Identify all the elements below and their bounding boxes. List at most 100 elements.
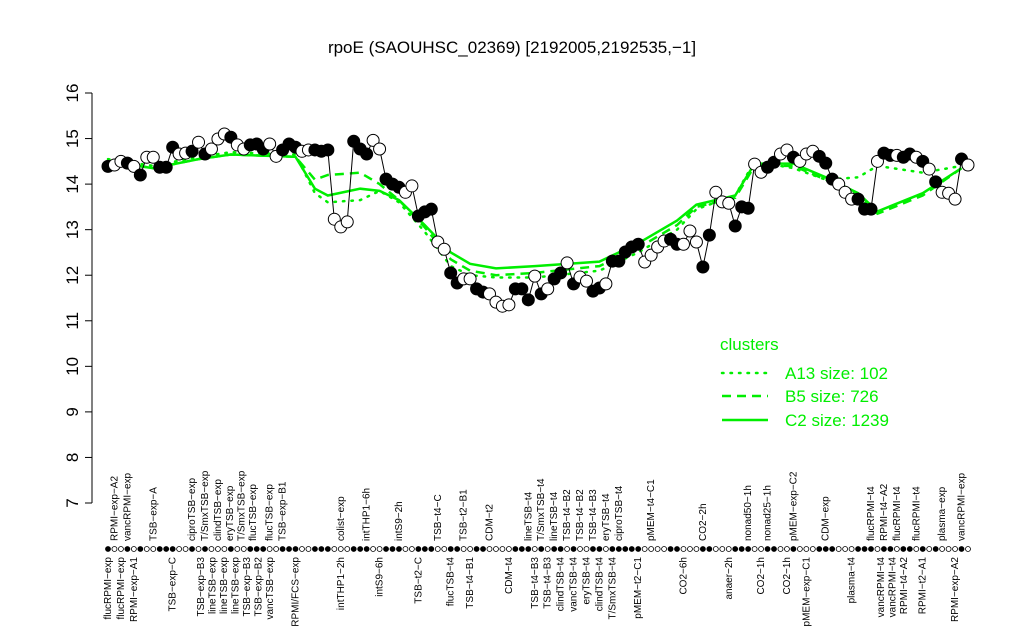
data-point (192, 135, 206, 149)
rug-mark (654, 546, 661, 552)
data-point (321, 143, 335, 157)
rug-mark (292, 546, 299, 552)
rug-mark (512, 546, 519, 552)
y-tick-label: 12 (63, 266, 82, 285)
data-point (366, 133, 380, 147)
x-label-top: T/SmxTSB−exp (200, 470, 211, 541)
x-label-bottom: TSB−t4−B1 (465, 557, 476, 609)
rug-mark (215, 546, 221, 552)
rug-mark (467, 546, 474, 552)
rug-mark (777, 546, 784, 552)
rug-mark (725, 546, 732, 552)
rug-mark (919, 546, 926, 552)
x-label-top: ciproTSB−exp (187, 477, 198, 541)
rug-mark (331, 546, 338, 552)
rug-mark (493, 546, 499, 552)
chart-title: rpoE (SAOUHSC_02369) [2192005,2192535,−1… (328, 38, 696, 57)
x-label-bottom: TSB−exp−B2 (253, 557, 264, 617)
rug-mark (913, 546, 920, 552)
x-label-top: intTHP1−6h (362, 488, 373, 541)
rug-mark (706, 546, 713, 552)
rug-mark (189, 546, 195, 552)
rug-mark (635, 546, 642, 552)
x-label-top: clindTSB−exp (213, 479, 224, 541)
rug-mark (842, 546, 849, 552)
x-label-bottom: TSB−exp−B3 (242, 557, 253, 617)
y-tick-label: 8 (63, 453, 82, 462)
x-label-top: vancRPMI−exp (957, 472, 968, 541)
rug-mark (383, 546, 389, 552)
data-point (631, 237, 645, 251)
x-label-top: flucRPMI−t4 (911, 486, 922, 541)
rug-mark (965, 546, 971, 552)
rug-mark (906, 546, 913, 552)
x-label-top: CDM−t2 (485, 504, 496, 541)
legend-label: A13 size: 102 (785, 364, 888, 383)
rug-mark (958, 546, 965, 552)
x-label-bottom: RPMI−exp−A1 (129, 557, 140, 622)
rug-mark (409, 546, 415, 552)
rug-mark (518, 546, 525, 552)
rug-mark (163, 546, 170, 552)
x-label-bottom: lineTSB−exp (219, 557, 230, 614)
x-label-bottom: flucRPMI−exp (103, 557, 114, 620)
rug-mark (143, 546, 150, 552)
rug-mark (318, 546, 325, 552)
rug-mark (234, 546, 241, 552)
x-label-top: lineTSB−t4 (523, 491, 534, 541)
x-label-top: TSB−t4−B2 (562, 489, 573, 541)
rug-mark (105, 546, 111, 552)
rug-mark (822, 546, 829, 552)
rug-mark (939, 546, 946, 552)
data-point (961, 158, 975, 172)
y-tick-label: 11 (63, 312, 82, 330)
rug-mark (809, 546, 816, 552)
rug-mark (758, 546, 764, 552)
data-point (263, 137, 277, 151)
rug-mark (434, 546, 441, 552)
rug-mark (221, 546, 228, 552)
rug-mark (389, 546, 396, 552)
rug-mark (227, 546, 234, 552)
x-label-bottom: lineTSB−exp (207, 557, 218, 614)
x-label-top: TSB−exp−A (148, 487, 159, 541)
rug-mark (622, 546, 629, 552)
data-point (560, 256, 574, 270)
rug-mark (169, 546, 176, 552)
rug-mark (538, 546, 545, 552)
rug-mark (415, 546, 422, 552)
x-label-bottom: T/SmxTSB−t4 (607, 557, 618, 620)
x-label-bottom: plasma−t4 (847, 557, 858, 604)
rug-mark (376, 546, 383, 552)
rug-mark (337, 546, 344, 552)
data-point (133, 168, 147, 182)
rug-mark (460, 546, 467, 552)
rug-mark (402, 546, 409, 552)
x-label-bottom: vancTSB−t4 (569, 557, 580, 612)
rug-mark (674, 546, 680, 552)
x-label-bottom: RPMI−t4−A2 (899, 557, 910, 615)
x-label-bottom: anaer−2h (724, 557, 735, 600)
rug-mark (738, 546, 745, 552)
x-label-top: T/SmxTSB−t4 (536, 478, 547, 541)
rug-mark (868, 546, 874, 552)
x-label-top: RPMI−t4−A2 (879, 483, 890, 541)
rug-mark (952, 546, 958, 552)
rug-mark (835, 546, 842, 552)
rug-mark (441, 546, 448, 552)
y-tick-label: 13 (63, 220, 82, 239)
rug-mark (667, 546, 674, 552)
rug-mark (855, 546, 861, 552)
data-point (528, 269, 542, 283)
rug-mark (577, 546, 583, 552)
rug-mark (719, 546, 726, 552)
data-point (554, 266, 568, 280)
rug-mark (745, 546, 752, 552)
rug-mark (299, 546, 305, 552)
rug-mark (699, 546, 706, 552)
data-point (922, 162, 936, 176)
x-label-top: flucRPMI−t4 (866, 486, 877, 541)
x-label-top: colist−exp (336, 496, 347, 541)
x-label-bottom: lineTSB−exp (230, 557, 241, 614)
